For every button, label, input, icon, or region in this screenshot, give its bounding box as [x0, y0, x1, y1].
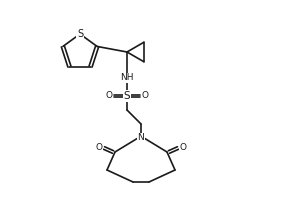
Text: O: O [179, 144, 187, 152]
Text: O: O [106, 92, 112, 100]
Text: N: N [138, 134, 144, 142]
Text: NH: NH [120, 73, 134, 82]
Text: O: O [95, 144, 103, 152]
Text: S: S [77, 29, 83, 39]
Text: O: O [142, 92, 148, 100]
Text: S: S [124, 91, 130, 101]
